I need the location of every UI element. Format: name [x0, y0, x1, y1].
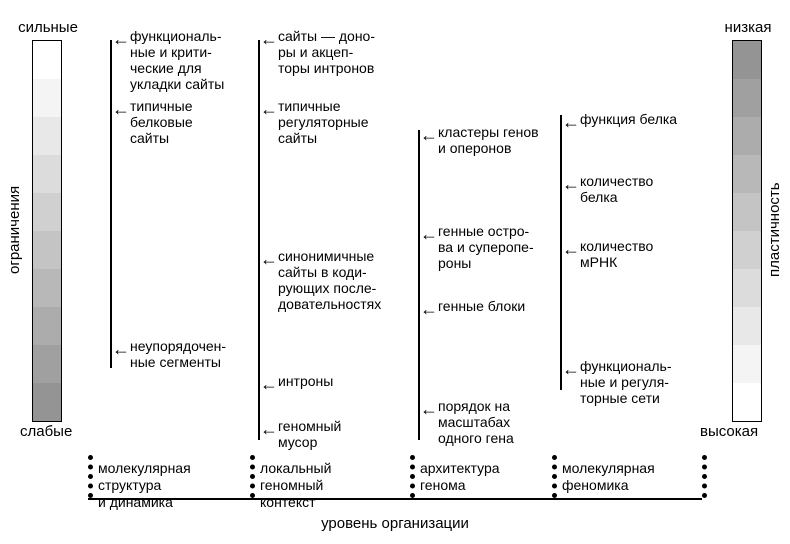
figure: { "figure": { "width": 790, "height": 54… — [0, 0, 790, 544]
category-divider — [88, 455, 93, 498]
category-divider — [250, 455, 255, 498]
category-header: архитектура генома — [420, 460, 500, 494]
category-divider — [552, 455, 557, 498]
category-divider — [410, 455, 415, 498]
category-header: молекулярная структура и динамика — [98, 460, 191, 510]
x-axis-layer: молекулярная структура и динамика локальн… — [0, 0, 790, 544]
x-axis-label: уровень организации — [0, 515, 790, 532]
category-header: молекулярная феномика — [562, 460, 655, 494]
category-divider — [702, 455, 707, 498]
category-header: локальный геномный контекст — [260, 460, 331, 510]
